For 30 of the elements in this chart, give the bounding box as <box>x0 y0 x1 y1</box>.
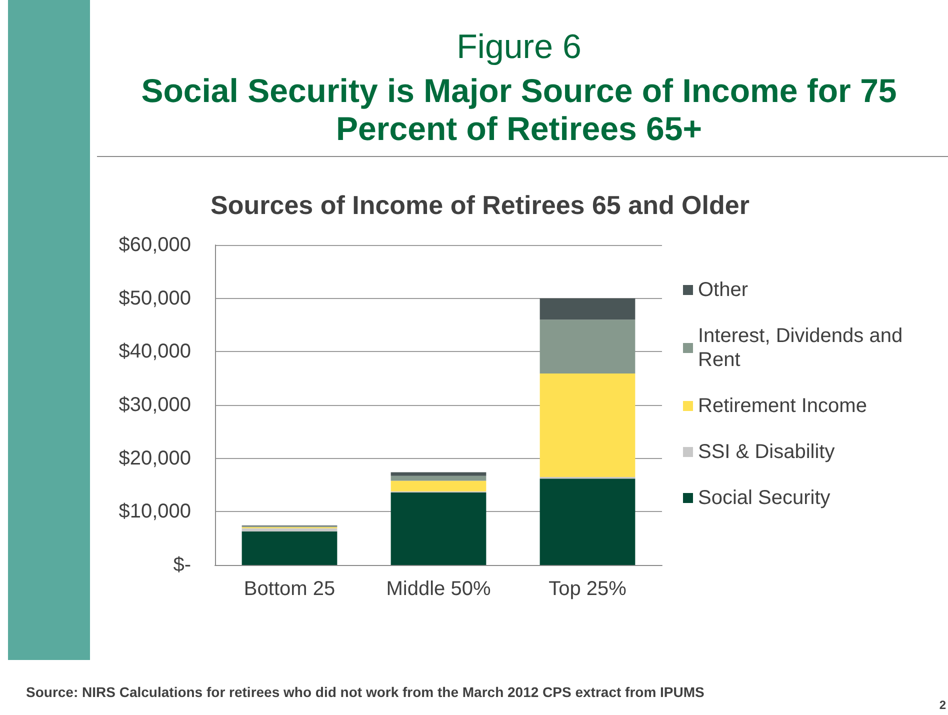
y-tick-label: $60,000 <box>118 234 191 256</box>
bar <box>540 374 636 477</box>
y-tick-label: $50,000 <box>118 287 191 310</box>
chart-subtitle: Social Security is Major Source of Income for 75 Percent of Retirees 65+ <box>140 72 898 148</box>
legend-label: Other <box>698 279 748 301</box>
legend-label: SSI & Disability <box>698 441 835 463</box>
source-note: Source: NIRS Calculations for retirees who did not work from the March 2012 CPS extract from IPUMS <box>26 684 704 700</box>
text: 2 <box>939 698 946 712</box>
x-tick-label: Top 25% <box>548 578 627 600</box>
bar <box>390 492 486 565</box>
bar <box>540 320 636 374</box>
chart-title: Figure 6 <box>456 28 582 67</box>
y-tick-label: $- <box>173 554 191 576</box>
bar <box>242 531 338 565</box>
y-tick-label: $10,000 <box>118 500 191 523</box>
y-tick-label: $30,000 <box>118 394 191 416</box>
y-tick-label: $20,000 <box>118 447 191 470</box>
source-note: Sources of Income of Retirees 65 and Older <box>210 190 750 221</box>
y-tick-label: $40,000 <box>118 340 191 363</box>
bar <box>390 476 486 481</box>
x-tick-label: Middle 50% <box>386 578 491 600</box>
bar <box>242 528 338 532</box>
x-tick-label: Bottom 25 <box>244 578 336 600</box>
legend-label: Interest, Dividends and Rent <box>698 325 908 371</box>
legend-label: Retirement Income <box>698 395 867 417</box>
bar <box>390 480 486 492</box>
bar <box>540 298 636 320</box>
bar <box>390 472 486 476</box>
bar <box>540 478 636 565</box>
legend-label: Social Security <box>698 487 830 509</box>
